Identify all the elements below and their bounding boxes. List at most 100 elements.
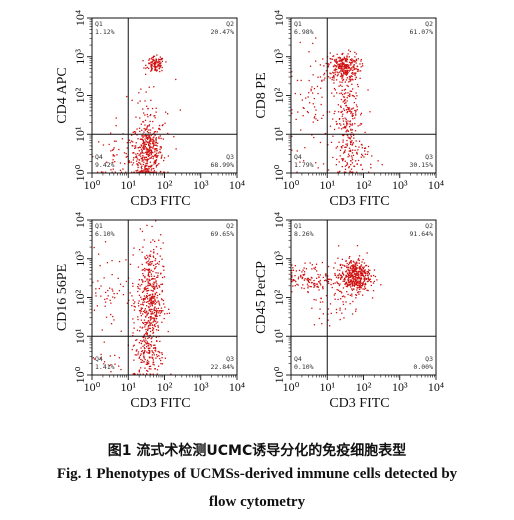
- data-point: [341, 258, 343, 260]
- data-point: [351, 144, 353, 146]
- y-tick-label: 10⁰: [73, 366, 87, 383]
- data-point: [356, 171, 358, 173]
- y-axis-label: CD16 56PE: [55, 264, 70, 331]
- data-point: [367, 271, 369, 273]
- data-point: [151, 286, 154, 288]
- data-point: [146, 373, 148, 375]
- data-point: [358, 274, 360, 276]
- data-point: [338, 65, 340, 67]
- data-point: [345, 274, 348, 277]
- data-point: [347, 153, 350, 155]
- data-point: [146, 332, 148, 334]
- data-point: [149, 300, 151, 302]
- data-point: [355, 53, 357, 55]
- data-point: [343, 279, 345, 281]
- data-point: [351, 265, 354, 268]
- data-point: [153, 288, 155, 290]
- data-point: [148, 275, 150, 278]
- data-point: [351, 58, 353, 60]
- data-point: [144, 156, 146, 158]
- data-point: [148, 86, 150, 88]
- data-point: [139, 249, 141, 251]
- data-point: [340, 111, 343, 113]
- data-point: [152, 55, 155, 57]
- data-point: [352, 277, 354, 279]
- data-point: [142, 280, 144, 282]
- data-point: [350, 260, 352, 262]
- data-point: [153, 131, 156, 133]
- quadrant-name: Q1: [95, 222, 103, 230]
- data-point: [357, 272, 359, 274]
- data-point: [344, 127, 347, 129]
- data-point: [350, 128, 352, 130]
- x-tick-label: 10²: [356, 178, 372, 192]
- data-point: [352, 107, 355, 109]
- data-point: [149, 261, 151, 264]
- data-point: [347, 108, 349, 111]
- data-point: [337, 269, 339, 271]
- data-point: [139, 285, 141, 287]
- data-point: [333, 77, 335, 79]
- data-point: [358, 271, 360, 273]
- data-point: [131, 295, 133, 297]
- data-point: [303, 107, 305, 109]
- data-point: [333, 79, 335, 81]
- data-point: [134, 354, 136, 356]
- data-point: [142, 269, 144, 271]
- data-point: [356, 83, 359, 86]
- data-point: [96, 305, 98, 307]
- data-point: [154, 259, 156, 262]
- quadrant-name: Q4: [95, 355, 103, 363]
- data-point: [160, 283, 162, 286]
- data-point: [144, 321, 146, 324]
- data-point: [347, 272, 349, 274]
- data-point: [161, 291, 163, 293]
- data-point: [126, 155, 128, 158]
- data-point: [146, 269, 148, 271]
- data-point: [145, 324, 147, 326]
- data-point: [151, 305, 153, 307]
- data-point: [322, 288, 324, 290]
- data-point: [132, 162, 135, 164]
- data-point: [142, 310, 145, 313]
- data-point: [142, 273, 144, 275]
- data-point: [154, 292, 156, 294]
- data-point: [343, 65, 345, 67]
- data-point: [142, 60, 144, 62]
- data-point: [347, 95, 349, 97]
- data-point: [304, 147, 306, 149]
- data-point: [351, 288, 353, 290]
- data-point: [157, 142, 159, 144]
- data-point: [355, 263, 357, 265]
- data-point: [149, 152, 151, 154]
- y-tick-label: 10⁴: [73, 212, 87, 228]
- data-point: [356, 273, 358, 275]
- data-point: [338, 284, 341, 287]
- data-point: [348, 284, 350, 286]
- data-point: [150, 261, 152, 263]
- data-point: [144, 324, 146, 326]
- data-point: [138, 294, 141, 296]
- data-point: [133, 131, 135, 133]
- data-point: [145, 151, 147, 154]
- data-point: [153, 275, 155, 277]
- data-point: [150, 157, 152, 159]
- data-point: [327, 76, 330, 78]
- data-point: [143, 171, 145, 173]
- data-point: [156, 373, 158, 375]
- data-point: [359, 288, 361, 290]
- data-point: [132, 299, 134, 301]
- data-point: [148, 284, 150, 287]
- data-point: [291, 272, 293, 274]
- data-point: [151, 311, 154, 313]
- data-point: [140, 157, 142, 159]
- x-axis-label: CD3 FITC: [130, 396, 190, 411]
- data-point: [149, 294, 151, 297]
- data-point: [344, 296, 346, 298]
- data-point: [337, 277, 339, 279]
- data-point: [147, 352, 149, 354]
- data-point: [352, 95, 354, 97]
- data-point: [150, 345, 152, 347]
- data-point: [144, 270, 146, 272]
- data-point: [352, 154, 355, 157]
